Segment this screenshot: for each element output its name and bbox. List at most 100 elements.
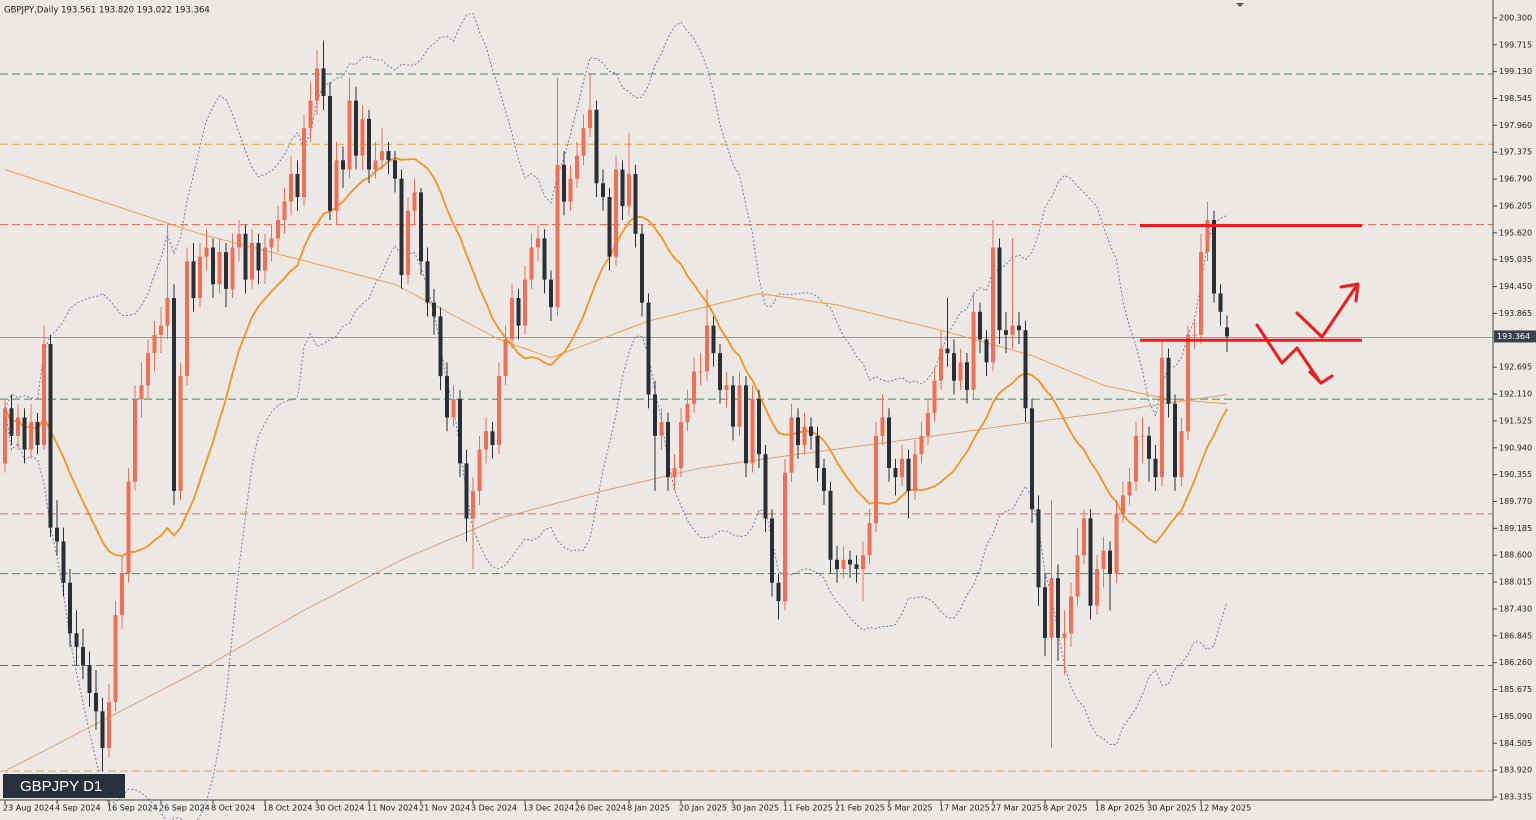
candle-body [61,541,66,583]
candle-body [48,343,53,528]
y-tick-label: 192.110 [1499,390,1532,399]
candle-body [1101,550,1106,570]
candle-body [315,68,319,101]
candle-body [822,467,826,491]
candle-body [87,665,92,693]
x-tick-label: 21 Feb 2025 [835,804,885,813]
candle-body [347,100,352,170]
candle-body [1225,327,1229,337]
candle-body [1186,334,1190,432]
candle-body [828,490,833,560]
candle-body [185,261,189,377]
candle-body [458,399,462,464]
candle-body [1127,481,1132,496]
y-tick-label: 191.525 [1499,416,1532,425]
candle-body [1075,555,1080,597]
candle-body [1192,334,1197,336]
candle-body [477,449,482,491]
x-tick-label: 21 Nov 2024 [419,804,470,813]
candle-body [282,201,287,220]
candle-body [321,68,326,96]
candle-body [1036,509,1041,588]
y-tick-label: 190.355 [1499,470,1532,479]
candle-body [276,219,280,239]
candle-body [646,302,651,395]
candle-body [965,362,969,390]
candle-body [211,247,215,285]
candle-body [568,178,573,202]
candle-body [471,490,475,519]
candle-body [120,573,124,615]
candle-body [835,559,839,570]
candle-body [1108,550,1112,574]
candle-body [191,261,196,299]
candle-body [1179,431,1184,478]
candle-body [978,311,982,340]
candle-body [3,408,7,464]
candle-body [698,371,703,373]
y-tick-label: 188.600 [1499,551,1532,560]
x-tick-label: 27 Mar 2025 [991,804,1042,813]
candle-body [906,458,911,491]
candle-body [464,463,469,519]
candle-body [750,399,755,464]
candle-body [744,385,748,464]
candle-body [614,169,618,257]
x-tick-label: 18 Apr 2025 [1095,804,1144,813]
y-tick-label: 193.865 [1499,309,1532,318]
x-tick-label: 30 Apr 2025 [1147,804,1196,813]
candle-body [867,523,872,556]
candle-body [256,242,261,271]
candle-body [1212,219,1216,294]
candle-body [692,371,696,404]
candle-body [900,458,904,478]
candle-body [620,169,625,207]
candle-body [406,210,410,276]
candle-body [984,339,989,363]
candle-body [516,298,521,326]
candle-body [295,174,300,198]
candle-body [146,353,150,386]
candle-body [542,238,547,280]
candle-body [1160,357,1164,478]
candle-body [237,233,241,248]
candle-body [1088,518,1093,606]
y-tick-label: 186.845 [1499,631,1532,640]
x-tick-label: 4 Sep 2024 [55,804,101,813]
candle-body [1095,569,1099,606]
candle-body [503,339,508,377]
y-tick-label: 187.430 [1499,604,1532,613]
candle-body [783,472,787,602]
candle-body [35,422,40,446]
candle-body [971,311,976,390]
candle-body [887,417,891,468]
candle-body [1199,252,1203,335]
candle-body [81,647,85,666]
candle-body [380,151,384,161]
candle-body [848,559,852,565]
candle-body [354,100,358,156]
candle-body [1114,513,1119,574]
candle-body [939,348,943,381]
y-tick-label: 196.205 [1499,201,1532,210]
y-tick-label: 183.335 [1499,793,1532,802]
candle-body [1056,578,1060,638]
candle-body [633,174,638,234]
candle-body [100,711,105,749]
candle-body [796,417,800,446]
candle-body [1166,357,1171,404]
candle-body [263,247,267,271]
candle-body [854,564,859,570]
candle-body [789,417,794,473]
candle-body [731,385,735,427]
candle-body [666,422,670,478]
candle-body [445,376,449,418]
candle-body [490,431,495,446]
candle-body [718,353,722,390]
down-arrow [1255,323,1322,384]
candle-body [581,128,586,156]
candle-body [815,435,820,468]
y-tick-label: 200.300 [1499,13,1532,22]
x-tick-label: 23 Aug 2024 [3,804,54,813]
